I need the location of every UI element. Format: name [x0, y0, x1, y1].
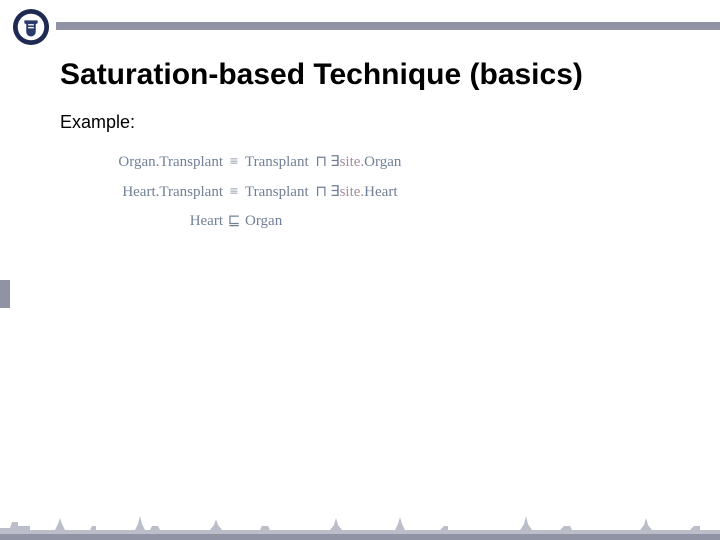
concept: Transplant	[245, 154, 309, 170]
top-bar	[56, 22, 720, 30]
concept: Organ	[118, 154, 155, 170]
axiom-row: Heart.Transplant ≡ Transplant ⊓∃site.Hea…	[95, 180, 401, 206]
concept: Heart	[122, 184, 155, 200]
concept: Organ	[364, 154, 401, 170]
footer	[0, 512, 720, 540]
concept: Heart	[364, 184, 397, 200]
concept: Heart	[190, 213, 223, 229]
footer-bar	[0, 534, 720, 540]
side-tab	[0, 280, 10, 308]
exists-op: ∃	[330, 184, 339, 200]
concept: Organ	[245, 213, 282, 229]
concept: Transplant	[159, 154, 223, 170]
exists-op: ∃	[330, 154, 339, 170]
axiom-row: Heart ⊑ Organ	[95, 209, 401, 235]
sqcap-op: ⊓	[312, 184, 330, 200]
subsume-op: ⊑	[223, 209, 245, 235]
equiv-op: ≡	[223, 180, 245, 206]
axiom-block: Organ.Transplant ≡ Transplant ⊓∃site.Org…	[95, 150, 401, 239]
axiom-row: Organ.Transplant ≡ Transplant ⊓∃site.Org…	[95, 150, 401, 176]
concept: Transplant	[159, 184, 223, 200]
role: site	[340, 154, 361, 170]
university-crest-icon	[12, 8, 50, 46]
equiv-op: ≡	[223, 150, 245, 176]
skyline-icon	[0, 512, 720, 534]
slide-subtitle: Example:	[60, 112, 135, 133]
sqcap-op: ⊓	[312, 154, 330, 170]
role: site	[340, 184, 361, 200]
slide-title: Saturation-based Technique (basics)	[60, 58, 583, 92]
concept: Transplant	[245, 184, 309, 200]
slide: Saturation-based Technique (basics) Exam…	[0, 0, 720, 540]
